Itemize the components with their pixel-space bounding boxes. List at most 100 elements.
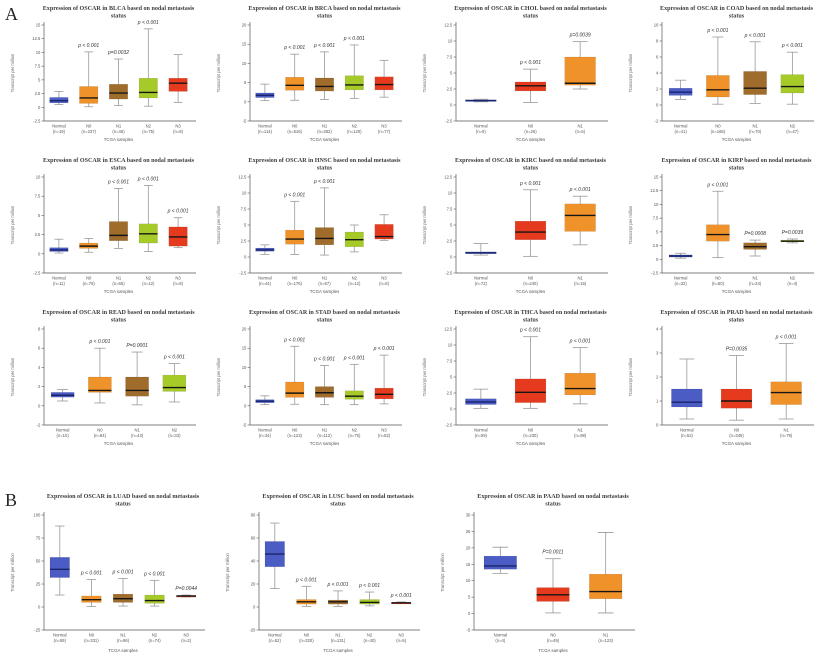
x-tick-n-label: (n=75) <box>142 129 155 134</box>
y-tick-label: 10 <box>654 23 659 28</box>
box-group-n0: P=0.0035 <box>720 346 753 421</box>
box-group-n1 <box>589 532 623 614</box>
x-tick-label: Normal <box>680 428 694 433</box>
x-tick-n-label: (n=114) <box>258 129 273 134</box>
y-tick-label: 10 <box>448 343 453 348</box>
box-group-n1: P=0.0001 <box>125 343 149 406</box>
box-group-n0: p < 0.001 <box>283 45 305 101</box>
chart-title: Expression of OSCAR in READ based on nod… <box>42 310 195 316</box>
y-tick-label: 20 <box>466 545 471 550</box>
y-tick-label: -5 <box>243 423 247 428</box>
y-tick-label: 25 <box>466 529 471 534</box>
x-tick-n-label: (n=40) <box>363 638 376 643</box>
y-tick-label: 5 <box>38 213 41 218</box>
x-tick-label: N0 <box>292 124 298 129</box>
y-tick-label: 7.5 <box>653 216 659 221</box>
iqr-box <box>285 229 305 245</box>
x-axis-title: TCGA samples <box>310 441 340 446</box>
x-axis-title: TCGA samples <box>516 441 546 446</box>
y-tick-label: 10 <box>466 578 471 583</box>
x-tick-label: N1 <box>116 276 122 281</box>
x-tick-n-label: (n=8) <box>173 281 183 286</box>
x-tick-label: Normal <box>674 124 688 129</box>
y-tick-label: 0 <box>244 99 247 104</box>
box-group-n2: p < 0.001 <box>780 43 805 105</box>
y-tick-label: 2.5 <box>241 239 247 244</box>
p-value-label: P=0.0001 <box>126 343 148 349</box>
y-tick-label: 10 <box>448 39 453 44</box>
x-axis-title: TCGA samples <box>104 137 134 142</box>
y-axis-title: Transcript per million <box>216 357 221 396</box>
x-tick-label: N3 <box>381 276 387 281</box>
y-tick-label: 5 <box>450 223 453 228</box>
box-group-n2: p < 0.001 <box>143 571 165 607</box>
panel-b-grid: Expression of OSCAR in LUAD based on nod… <box>0 488 824 664</box>
x-tick-n-label: (n=44) <box>259 281 272 286</box>
box-group-n1: p < 0.001 <box>313 356 335 406</box>
panel-a-grid: Expression of OSCAR in BLCA based on nod… <box>0 6 814 456</box>
y-tick-label: 0 <box>656 257 659 262</box>
p-value-label: p < 0.001 <box>143 571 165 577</box>
iqr-box <box>344 75 364 91</box>
box-group-n0: p < 0.001 <box>514 60 547 103</box>
y-tick-label: 2.5 <box>35 232 41 237</box>
x-tick-n-label: (n=74) <box>148 638 161 643</box>
x-tick-label: N0 <box>292 428 298 433</box>
box-group-n2: p < 0.001 <box>358 583 380 607</box>
x-axis-title: TCGA samples <box>538 648 568 653</box>
y-tick-label: -25 <box>34 628 41 633</box>
panel-a-label: A <box>5 4 18 24</box>
p-value-label: p < 0.001 <box>283 192 305 198</box>
box-group-n1: p=0.0039 <box>564 33 596 90</box>
y-tick-label: 0 <box>38 251 41 256</box>
y-tick-label: 2 <box>38 384 41 389</box>
iqr-box <box>162 374 187 392</box>
y-axis-title: Transcript per million <box>216 205 221 244</box>
box-group-n2: P=0.0039 <box>780 230 805 244</box>
x-tick-label: N1 <box>322 124 328 129</box>
iqr-box <box>589 573 623 599</box>
x-tick-n-label: (n=67) <box>318 281 331 286</box>
boxplot-luad: Expression of OSCAR in LUAD based on nod… <box>10 494 205 653</box>
box-group-normal <box>668 79 693 100</box>
box-group-n1: p < 0.001 <box>564 339 596 405</box>
iqr-box <box>285 381 305 398</box>
p-value-label: p < 0.001 <box>313 179 335 185</box>
y-axis-title: Transcript per million <box>10 357 15 396</box>
x-tick-label: N2 <box>790 124 796 129</box>
x-tick-n-label: (n=345) <box>729 433 744 438</box>
chart-title-line2: status <box>317 166 333 172</box>
chart-title-line2: status <box>523 166 539 172</box>
x-tick-label: Normal <box>258 276 272 281</box>
x-tick-n-label: (n=320) <box>299 638 314 643</box>
x-tick-n-label: (n=75) <box>348 433 361 438</box>
y-axis-title: Transcript per million <box>10 552 15 591</box>
x-tick-label: N3 <box>399 633 405 638</box>
iqr-box <box>564 56 596 86</box>
y-tick-label: 7.5 <box>241 207 247 212</box>
p-value-label: p < 0.001 <box>775 334 797 340</box>
y-tick-label: -2.5 <box>445 423 453 428</box>
x-tick-n-label: (n=24) <box>749 281 762 286</box>
y-tick-label: 0 <box>656 423 659 428</box>
x-tick-n-label: (n=76) <box>83 281 96 286</box>
box-group-n1: p < 0.001 <box>564 187 596 246</box>
x-tick-n-label: (n=230) <box>523 433 538 438</box>
x-tick-label: N0 <box>528 124 534 129</box>
box-group-n1: p < 0.001 <box>743 33 767 104</box>
p-value-label: P=0.0039 <box>782 230 804 236</box>
x-tick-n-label: (n=19) <box>53 129 66 134</box>
x-tick-n-label: (n=8) <box>379 281 389 286</box>
x-tick-label: N1 <box>603 633 609 638</box>
iqr-box <box>743 71 767 95</box>
y-tick-label: 80 <box>251 513 256 518</box>
subplot-read: Expression of OSCAR in READ based on nod… <box>0 304 206 456</box>
iqr-box <box>706 75 730 98</box>
y-tick-label: 6 <box>38 346 41 351</box>
y-tick-label: 15 <box>654 175 659 180</box>
chart-title: Expression of OSCAR in LUSC based on nod… <box>262 494 414 500</box>
boxplot-coad: Expression of OSCAR in COAD based on nod… <box>628 6 814 142</box>
y-tick-label: 0 <box>244 255 247 260</box>
iqr-box <box>168 78 188 92</box>
